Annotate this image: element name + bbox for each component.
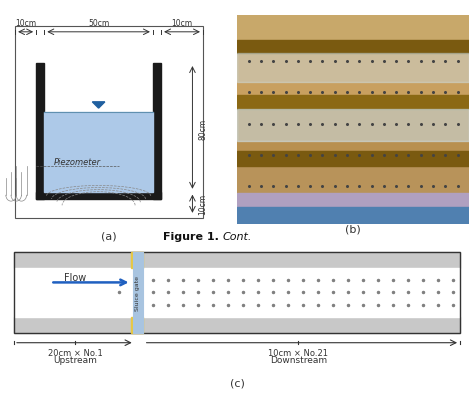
- Bar: [130, 317, 143, 333]
- Text: 10cm: 10cm: [172, 18, 192, 28]
- Text: Sluice gate: Sluice gate: [135, 275, 140, 310]
- Text: Figure 1.: Figure 1.: [163, 232, 223, 241]
- Text: Cont.: Cont.: [223, 232, 252, 241]
- Bar: [36, 192, 161, 200]
- Text: Downstream: Downstream: [270, 355, 327, 364]
- Bar: [133, 253, 143, 333]
- Bar: [237, 41, 469, 54]
- Text: 20cm × No.1: 20cm × No.1: [48, 348, 103, 357]
- Bar: [237, 208, 469, 225]
- Text: 10cm × No.21: 10cm × No.21: [268, 348, 328, 357]
- Bar: [237, 16, 469, 41]
- Bar: [237, 54, 469, 95]
- Bar: [237, 152, 469, 166]
- Bar: [14, 253, 460, 269]
- Bar: [14, 253, 460, 333]
- Text: (c): (c): [229, 378, 245, 388]
- Text: 50cm: 50cm: [88, 18, 109, 28]
- Bar: [237, 193, 469, 225]
- Bar: [237, 110, 469, 141]
- Bar: [153, 64, 161, 200]
- Bar: [130, 253, 143, 269]
- Bar: [14, 269, 460, 317]
- Text: 10cm: 10cm: [15, 18, 36, 28]
- Text: Piezometer: Piezometer: [54, 158, 101, 166]
- Text: Upstream: Upstream: [54, 355, 97, 364]
- Bar: [237, 110, 469, 152]
- Bar: [14, 317, 460, 333]
- Text: Flow: Flow: [64, 273, 86, 282]
- Bar: [237, 95, 469, 110]
- Text: 80cm: 80cm: [199, 118, 208, 139]
- Text: (b): (b): [345, 224, 361, 233]
- Bar: [45, 113, 153, 192]
- Bar: [237, 54, 469, 83]
- Text: 10cm: 10cm: [199, 193, 208, 214]
- Text: (a): (a): [101, 231, 117, 241]
- Polygon shape: [92, 103, 105, 109]
- Bar: [36, 64, 45, 200]
